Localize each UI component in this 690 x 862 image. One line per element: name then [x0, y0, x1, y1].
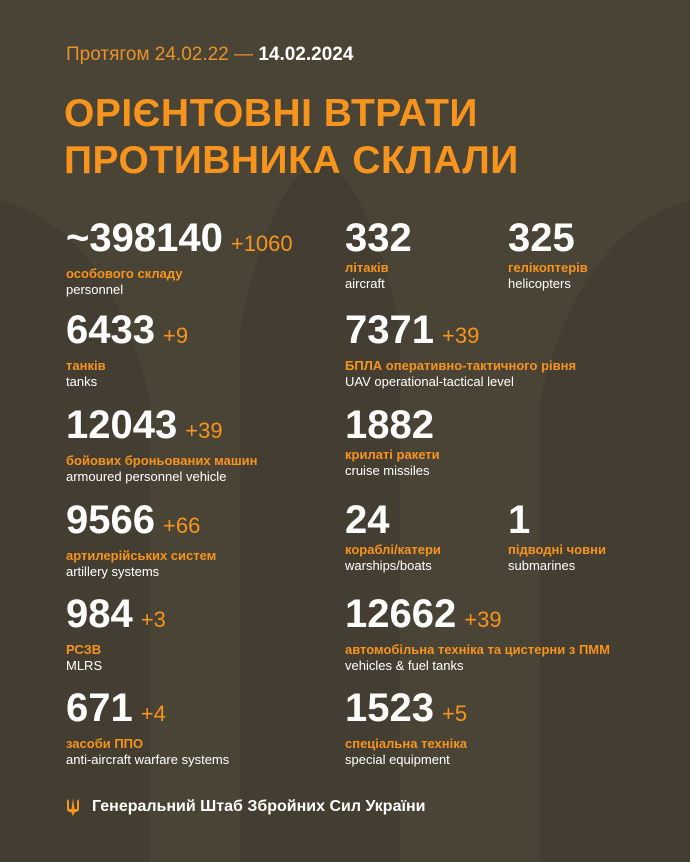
stat-label-en: helicopters — [508, 276, 571, 291]
stat-delta: +9 — [162, 323, 189, 348]
stat-label-en: artillery systems — [66, 564, 160, 579]
stat-label-en: armoured personnel vehicle — [66, 469, 227, 484]
stat-item: 984 +3 РСЗВ MLRS — [66, 594, 166, 673]
stat-item: 6433 +9 танків tanks — [66, 310, 188, 389]
stat-label-ua: гелікоптерів — [508, 260, 588, 275]
stat-item: 1 підводні човни submarines — [508, 500, 606, 573]
footer-text: Генеральний Штаб Збройних Сил України — [92, 798, 426, 815]
stat-label-en: personnel — [66, 282, 124, 297]
stat-value: ~398140 +1060 — [66, 218, 293, 264]
stat-delta: +39 — [441, 323, 480, 348]
stat-number: 671 — [66, 686, 133, 730]
stat-label-ua: літаків — [345, 260, 389, 275]
stat-item: 24 кораблі/катери warships/boats — [345, 500, 441, 573]
stat-value: 332 — [345, 218, 412, 258]
stat-label-ua: артилерійських систем — [66, 548, 217, 563]
stat-item: 1882 крилаті ракети cruise missiles — [345, 405, 440, 478]
stat-value: 325 — [508, 218, 588, 258]
stat-number: 12662 — [345, 592, 457, 636]
stat-number: ~398140 — [66, 216, 223, 260]
stat-number: 325 — [508, 216, 575, 260]
footer: Генеральний Штаб Збройних Сил України — [66, 797, 425, 817]
stat-delta: +3 — [140, 607, 166, 632]
stat-delta: +1060 — [230, 231, 293, 256]
stat-value: 1882 — [345, 405, 440, 445]
stat-item: 332 літаків aircraft — [345, 218, 412, 291]
period-end: 14.02.2024 — [258, 44, 354, 65]
stat-value: 1 — [508, 500, 606, 540]
stat-number: 984 — [66, 592, 133, 636]
stat-label-ua: РСЗВ — [66, 642, 102, 657]
stat-number: 7371 — [345, 308, 434, 352]
stat-value: 7371 +39 — [345, 310, 576, 356]
stat-value: 984 +3 — [66, 594, 166, 640]
stat-value: 24 — [345, 500, 441, 540]
stat-label-en: vehicles & fuel tanks — [345, 658, 464, 673]
stat-value: 12043 +39 — [66, 405, 258, 451]
stat-label-ua: підводні човни — [508, 542, 606, 557]
stat-item: ~398140 +1060 особового складу personnel — [66, 218, 293, 297]
stat-label-en: aircraft — [345, 276, 385, 291]
stat-label-ua: засоби ППО — [66, 736, 144, 751]
stat-label-en: tanks — [66, 374, 98, 389]
stat-label-ua: танків — [66, 358, 106, 373]
stat-value: 1523 +5 — [345, 688, 467, 734]
trident-icon — [67, 798, 79, 816]
stat-item: 1523 +5 спеціальна техніка special equipmen… — [345, 688, 467, 767]
stat-delta: +39 — [185, 418, 223, 443]
period-subtitle: Протягом 24.02.22 — 14.02.2024 — [66, 44, 353, 66]
stat-label-en: warships/boats — [345, 558, 432, 573]
stat-label-ua: спеціальна техніка — [345, 736, 467, 751]
page-title: ОРІЄНТОВНІ ВТРАТИ ПРОТИВНИКА СКЛАЛИ — [64, 90, 519, 184]
title-line-2: ПРОТИВНИКА СКЛАЛИ — [64, 139, 519, 182]
stat-item: 12043 +39 бойових броньованих машин armoure… — [66, 405, 258, 484]
stat-number: 24 — [345, 498, 390, 542]
stat-number: 1882 — [345, 403, 434, 447]
stat-value: 12662 +39 — [345, 594, 610, 640]
stat-item: 12662 +39 автомобільна техніка та цистерни… — [345, 594, 610, 673]
stat-number: 332 — [345, 216, 412, 260]
stat-label-en: special equipment — [345, 752, 450, 767]
period-start: Протягом 24.02.22 — — [66, 44, 259, 65]
stat-delta: +39 — [464, 607, 502, 632]
stat-label-en: anti-aircraft warfare systems — [66, 752, 230, 767]
stat-value: 671 +4 — [66, 688, 229, 734]
stat-number: 1523 — [345, 686, 434, 730]
stat-label-en: submarines — [508, 558, 576, 573]
stat-value: 9566 +66 — [66, 500, 216, 546]
stat-label-en: cruise missiles — [345, 463, 430, 478]
stat-label-ua: бойових броньованих машин — [66, 453, 258, 468]
stat-label-ua: кораблі/катери — [345, 542, 441, 557]
title-line-1: ОРІЄНТОВНІ ВТРАТИ — [64, 92, 478, 135]
stat-label-ua: особового складу — [66, 266, 183, 281]
stat-item: 671 +4 засоби ППО anti-aircraft warfare sys… — [66, 688, 229, 767]
stat-item: 9566 +66 артилерійських систем artillery sy… — [66, 500, 216, 579]
stat-label-ua: автомобільна техніка та цистерни з ПММ — [345, 642, 610, 657]
stat-value: 6433 +9 — [66, 310, 188, 356]
stat-label-en: MLRS — [66, 658, 103, 673]
stat-delta: +4 — [140, 701, 166, 726]
stat-number: 6433 — [66, 308, 155, 352]
stat-label-ua: БПЛА оперативно-тактичного рівня — [345, 358, 577, 373]
stat-number: 1 — [508, 498, 531, 542]
stat-item: 325 гелікоптерів helicopters — [508, 218, 588, 291]
stat-label-en: UAV operational-tactical level — [345, 374, 514, 389]
stat-delta: +66 — [162, 513, 201, 538]
stat-delta: +5 — [441, 701, 468, 726]
stat-label-ua: крилаті ракети — [345, 447, 440, 462]
stat-number: 12043 — [66, 403, 178, 447]
stat-number: 9566 — [66, 498, 155, 542]
stat-item: 7371 +39 БПЛА оперативно-тактичного рівня U… — [345, 310, 576, 389]
